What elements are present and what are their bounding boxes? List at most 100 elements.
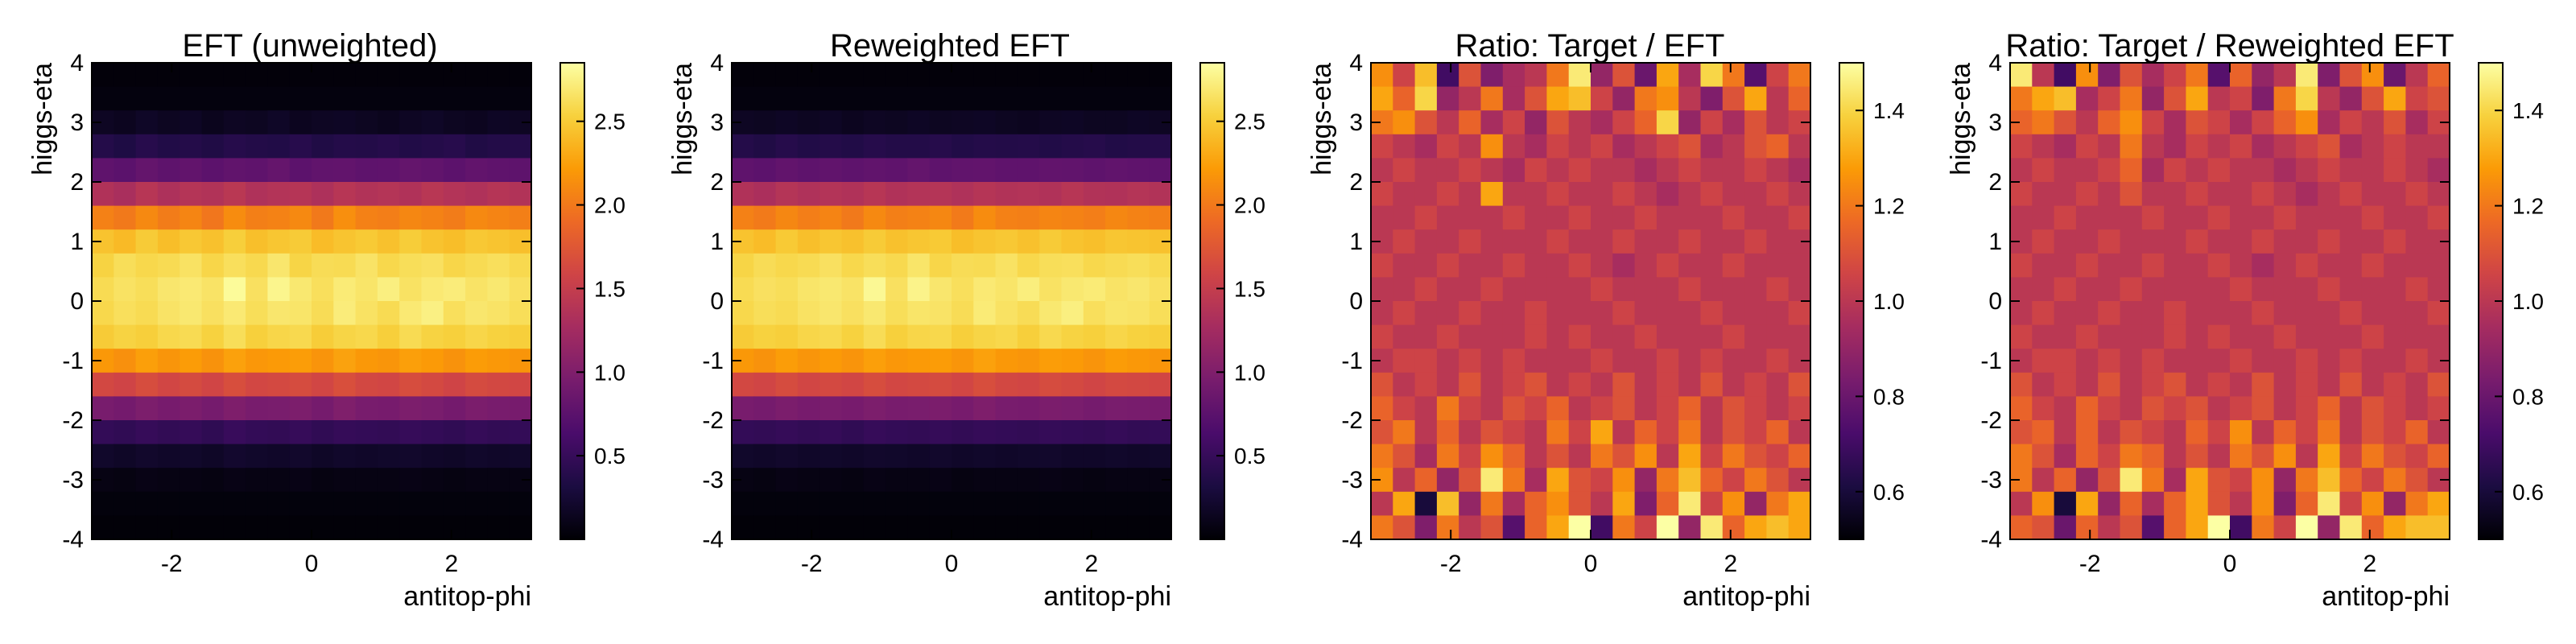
heatmap-cell <box>907 491 931 516</box>
colorbar-tick-label: 1.0 <box>1873 289 1905 314</box>
heatmap-cell <box>2054 63 2077 88</box>
heatmap-cell <box>1393 515 1416 540</box>
heatmap-cell <box>907 468 931 493</box>
heatmap-cell <box>732 205 754 230</box>
heatmap-cell <box>1127 349 1150 374</box>
heatmap-cell <box>1127 134 1150 159</box>
heatmap-cell <box>355 396 378 421</box>
heatmap-cell <box>1568 253 1591 278</box>
heatmap-cell <box>2230 301 2252 326</box>
heatmap-cell <box>863 349 886 374</box>
heatmap-cell <box>114 134 137 159</box>
colorbar-tick-label: 1.0 <box>2512 289 2544 314</box>
heatmap-cell <box>267 134 291 159</box>
heatmap-cell <box>2230 372 2252 397</box>
heatmap-cell <box>2120 372 2143 397</box>
heatmap-cell <box>1722 349 1745 374</box>
heatmap-cell <box>377 324 400 349</box>
heatmap-cell <box>1591 253 1613 278</box>
heatmap-cell <box>1371 396 1393 421</box>
heatmap-cell <box>1700 301 1724 326</box>
heatmap-cell <box>399 63 423 88</box>
heatmap-cell <box>775 420 799 445</box>
heatmap-cell <box>2318 229 2341 254</box>
heatmap-cell <box>2252 253 2275 278</box>
heatmap-cell <box>2010 86 2033 111</box>
heatmap-cell <box>1766 324 1790 349</box>
heatmap-cell <box>2427 324 2450 349</box>
heatmap-cell <box>1678 420 1702 445</box>
heatmap-cell <box>1525 158 1547 183</box>
heatmap-cell <box>2054 229 2077 254</box>
heatmap-cell <box>2405 468 2429 493</box>
heatmap-cell <box>157 468 180 493</box>
heatmap-cell <box>509 63 532 88</box>
heatmap-cell <box>223 86 246 111</box>
heatmap-cell <box>2252 444 2275 469</box>
heatmap-cell <box>135 444 159 469</box>
heatmap-cell <box>819 515 843 540</box>
heatmap-cell <box>2295 491 2318 516</box>
heatmap-cell <box>312 301 334 326</box>
heatmap-cell <box>157 324 180 349</box>
heatmap-cell <box>1017 396 1040 421</box>
heatmap-cell <box>1414 205 1438 230</box>
heatmap-cell <box>753 277 777 302</box>
heatmap-cell <box>907 420 931 445</box>
heatmap-cell <box>2384 205 2406 230</box>
heatmap-cell <box>421 158 444 183</box>
heatmap-cell <box>2405 253 2429 278</box>
heatmap-cell <box>2339 301 2363 326</box>
heatmap-cell <box>1678 491 1702 516</box>
heatmap-cell <box>2054 205 2077 230</box>
heatmap-cell <box>377 396 400 421</box>
heatmap-cell <box>377 253 400 278</box>
heatmap-cell <box>1591 110 1613 135</box>
heatmap-cell <box>1634 491 1657 516</box>
heatmap-cell <box>399 205 423 230</box>
heatmap-cell <box>443 468 466 493</box>
heatmap-cell <box>465 134 488 159</box>
heatmap-cell <box>1656 372 1679 397</box>
heatmap-cell <box>2207 110 2231 135</box>
heatmap-cell <box>1568 301 1591 326</box>
heatmap-cell <box>223 444 246 469</box>
heatmap-cell <box>135 301 159 326</box>
heatmap-cell <box>2054 372 2077 397</box>
heatmap-cell <box>487 277 510 302</box>
heatmap-cell <box>1105 205 1128 230</box>
heatmap-cell <box>421 301 444 326</box>
heatmap-cell <box>135 468 159 493</box>
heatmap-cell <box>1061 468 1084 493</box>
heatmap-cell <box>2384 372 2406 397</box>
heatmap-cell <box>1061 253 1084 278</box>
heatmap-cell <box>2384 63 2406 88</box>
heatmap-cell <box>1480 229 1504 254</box>
heatmap-cell <box>886 396 908 421</box>
heatmap-cell <box>1502 324 1525 349</box>
heatmap-cell <box>157 277 180 302</box>
heatmap-cell <box>1722 324 1745 349</box>
heatmap-cell <box>135 86 159 111</box>
heatmap-cell <box>421 468 444 493</box>
heatmap-cell <box>1634 158 1657 183</box>
heatmap-cell <box>1722 205 1745 230</box>
heatmap-cell <box>246 301 268 326</box>
heatmap-cell <box>775 253 799 278</box>
heatmap-cell <box>1371 301 1393 326</box>
heatmap-cell <box>863 134 886 159</box>
heatmap-cell <box>1127 158 1150 183</box>
heatmap-cell <box>1634 515 1657 540</box>
heatmap-cell <box>1480 277 1504 302</box>
heatmap-cell <box>377 372 400 397</box>
heatmap-cell <box>2010 63 2033 88</box>
heatmap-cell <box>995 205 1018 230</box>
heatmap-cell <box>841 253 865 278</box>
heatmap-cell <box>841 86 865 111</box>
heatmap-cell <box>421 253 444 278</box>
heatmap-cell <box>2164 86 2186 111</box>
heatmap-cell <box>2339 396 2363 421</box>
heatmap-cell <box>1105 63 1128 88</box>
heatmap-cell <box>2032 277 2055 302</box>
